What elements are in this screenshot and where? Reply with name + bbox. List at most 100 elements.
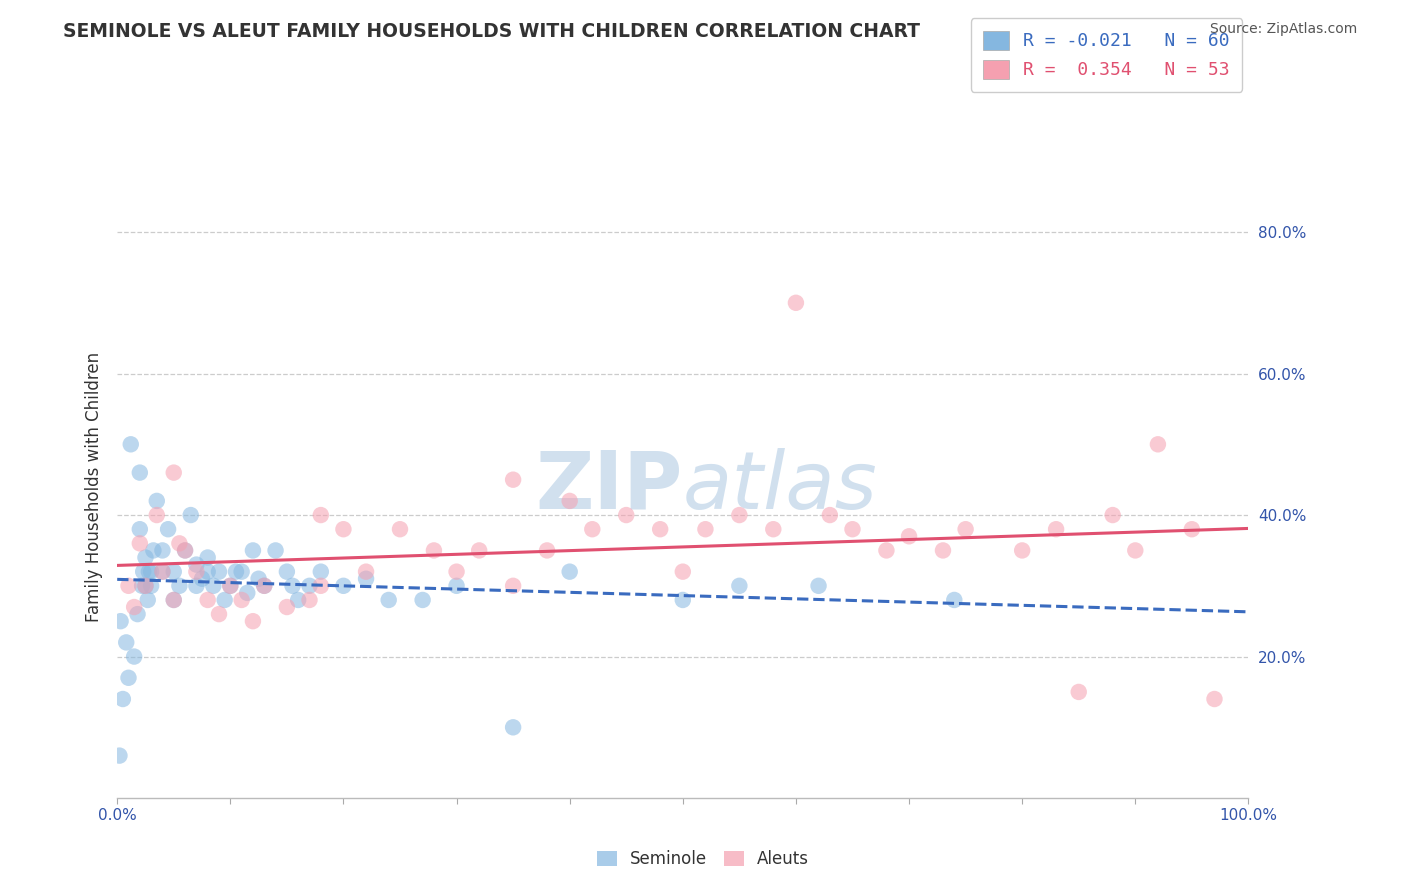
Point xyxy=(132,565,155,579)
Point xyxy=(309,579,332,593)
Point xyxy=(152,565,174,579)
Point xyxy=(377,593,399,607)
Point xyxy=(650,522,672,536)
Point xyxy=(231,593,253,607)
Point xyxy=(388,522,411,536)
Point xyxy=(502,720,524,734)
Point xyxy=(253,579,276,593)
Point xyxy=(287,593,309,607)
Point xyxy=(875,543,897,558)
Point xyxy=(1204,692,1226,706)
Point xyxy=(502,473,524,487)
Point xyxy=(672,565,695,579)
Point xyxy=(955,522,977,536)
Point xyxy=(208,607,231,621)
Legend: R = -0.021   N = 60, R =  0.354   N = 53: R = -0.021 N = 60, R = 0.354 N = 53 xyxy=(970,18,1243,92)
Point xyxy=(309,565,332,579)
Point xyxy=(163,593,186,607)
Point xyxy=(276,565,298,579)
Point xyxy=(115,635,138,649)
Point xyxy=(614,508,637,522)
Point xyxy=(219,579,242,593)
Point xyxy=(785,295,807,310)
Point xyxy=(943,593,966,607)
Point xyxy=(247,572,270,586)
Point xyxy=(1101,508,1123,522)
Point xyxy=(174,543,197,558)
Text: SEMINOLE VS ALEUT FAMILY HOUSEHOLDS WITH CHILDREN CORRELATION CHART: SEMINOLE VS ALEUT FAMILY HOUSEHOLDS WITH… xyxy=(63,22,921,41)
Point xyxy=(728,579,751,593)
Text: Source: ZipAtlas.com: Source: ZipAtlas.com xyxy=(1209,22,1357,37)
Point xyxy=(142,543,165,558)
Point xyxy=(131,579,153,593)
Point xyxy=(298,593,321,607)
Point xyxy=(807,579,830,593)
Point xyxy=(117,671,139,685)
Point xyxy=(219,579,242,593)
Point xyxy=(276,600,298,615)
Point xyxy=(446,565,468,579)
Point xyxy=(1123,543,1146,558)
Point xyxy=(110,614,132,628)
Point xyxy=(762,522,785,536)
Point xyxy=(264,543,287,558)
Point xyxy=(186,579,208,593)
Point xyxy=(898,529,921,543)
Point xyxy=(128,536,150,550)
Point xyxy=(1181,522,1204,536)
Point xyxy=(152,543,174,558)
Y-axis label: Family Households with Children: Family Households with Children xyxy=(86,351,103,622)
Point xyxy=(309,508,332,522)
Point xyxy=(1011,543,1033,558)
Point xyxy=(197,565,219,579)
Point xyxy=(225,565,247,579)
Point xyxy=(163,466,186,480)
Point xyxy=(558,494,581,508)
Point xyxy=(1147,437,1170,451)
Point xyxy=(354,572,377,586)
Text: ZIP: ZIP xyxy=(536,448,683,525)
Point xyxy=(841,522,863,536)
Point xyxy=(253,579,276,593)
Point xyxy=(298,579,321,593)
Point xyxy=(174,543,197,558)
Point xyxy=(242,543,264,558)
Point xyxy=(146,494,169,508)
Point xyxy=(1045,522,1067,536)
Point xyxy=(169,536,191,550)
Point xyxy=(128,522,150,536)
Point xyxy=(242,614,264,628)
Point xyxy=(180,508,202,522)
Point xyxy=(108,748,131,763)
Point xyxy=(120,437,142,451)
Point xyxy=(163,565,186,579)
Point xyxy=(186,558,208,572)
Point xyxy=(111,692,134,706)
Point xyxy=(139,565,162,579)
Point xyxy=(197,593,219,607)
Point xyxy=(122,600,145,615)
Point xyxy=(468,543,491,558)
Point xyxy=(128,466,150,480)
Point xyxy=(231,565,253,579)
Point xyxy=(139,579,162,593)
Point xyxy=(332,579,354,593)
Point xyxy=(202,579,225,593)
Point xyxy=(412,593,434,607)
Point xyxy=(157,522,180,536)
Point xyxy=(134,579,156,593)
Point xyxy=(536,543,558,558)
Point xyxy=(672,593,695,607)
Point xyxy=(581,522,603,536)
Point xyxy=(127,607,149,621)
Point xyxy=(117,579,139,593)
Text: atlas: atlas xyxy=(683,448,877,525)
Point xyxy=(1067,685,1090,699)
Point xyxy=(214,593,236,607)
Point xyxy=(818,508,841,522)
Point xyxy=(134,579,156,593)
Point xyxy=(502,579,524,593)
Point xyxy=(191,572,214,586)
Point xyxy=(122,649,145,664)
Point xyxy=(332,522,354,536)
